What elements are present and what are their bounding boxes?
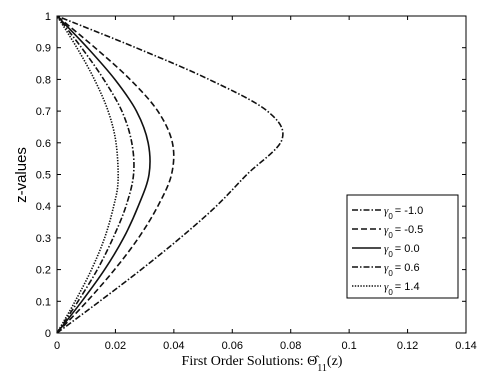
legend-gamma-subscript: 0 (388, 231, 393, 240)
legend-gamma-symbol: γ (384, 262, 389, 274)
x-tick-label: 0.02 (105, 340, 126, 352)
y-axis-label: z-values (13, 147, 30, 203)
legend-label-0: γ0 = -1.0 (384, 205, 423, 221)
y-tick-label: 0.6 (36, 138, 51, 150)
y-tick-label: 0.7 (36, 106, 51, 118)
legend-label-1: γ0 = -0.5 (384, 224, 423, 240)
x-tick-label: 0.08 (280, 340, 301, 352)
y-axis: 0 0.1 0.2 0.3 0.4 0.5 0.6 0.7 0.8 0.9 1 (36, 11, 466, 340)
legend-gamma-subscript: 0 (388, 250, 393, 259)
legend-value: = -1.0 (395, 205, 423, 217)
legend-gamma-symbol: γ (384, 243, 389, 255)
x-axis-label-main: First Order Solutions: Θ̂ (182, 354, 321, 369)
legend-value: = 1.4 (395, 281, 420, 293)
legend-value: = 0.6 (395, 262, 420, 274)
legend-gamma-symbol: γ (384, 281, 389, 293)
x-axis-label-subscript: 11 (317, 363, 327, 374)
legend-label-4: γ0 = 1.4 (384, 281, 420, 297)
series-line-3 (56, 15, 135, 334)
y-tick-label: 0.1 (36, 296, 51, 308)
legend-value: = -0.5 (395, 224, 423, 236)
series-line-2 (56, 15, 151, 334)
x-tick-label: 0.1 (341, 340, 356, 352)
y-tick-label: 0.8 (36, 74, 51, 86)
y-tick-label: 0.4 (36, 201, 51, 213)
x-axis: 0 0.02 0.04 0.06 0.08 0.1 0.12 0.14 (54, 16, 477, 352)
y-tick-label: 0.3 (36, 233, 51, 245)
legend-gamma-symbol: γ (384, 224, 389, 236)
y-tick-label: 0.9 (36, 43, 51, 55)
series-lines (56, 15, 284, 334)
legend-value: = 0.0 (395, 243, 420, 255)
legend-gamma-subscript: 0 (388, 269, 393, 278)
legend-box (346, 194, 459, 299)
series-line-0 (56, 15, 284, 334)
y-tick-label: 0.2 (36, 265, 51, 277)
x-axis-label: First Order Solutions: Θ̂11(z) (182, 354, 343, 374)
legend-label-3: γ0 = 0.6 (384, 262, 420, 278)
y-tick-label: 0.5 (36, 170, 51, 182)
legend-gamma-symbol: γ (384, 205, 389, 217)
x-tick-label: 0.14 (455, 340, 476, 352)
legend-gamma-subscript: 0 (388, 288, 393, 297)
x-tick-label: 0.04 (163, 340, 184, 352)
y-tick-label: 0 (45, 328, 51, 340)
series-line-4 (56, 15, 119, 334)
legend-label-2: γ0 = 0.0 (384, 243, 420, 259)
x-tick-label: 0.12 (397, 340, 418, 352)
x-axis-label-suffix: (z) (327, 354, 343, 369)
legend-gamma-subscript: 0 (388, 212, 393, 221)
x-tick-label: 0 (54, 340, 60, 352)
series-line-1 (56, 15, 175, 334)
legend: γ0 = -1.0γ0 = -0.5γ0 = 0.0γ0 = 0.6γ0 = 1.4 (346, 194, 459, 299)
y-tick-label: 1 (45, 11, 51, 23)
x-tick-label: 0.06 (222, 340, 243, 352)
